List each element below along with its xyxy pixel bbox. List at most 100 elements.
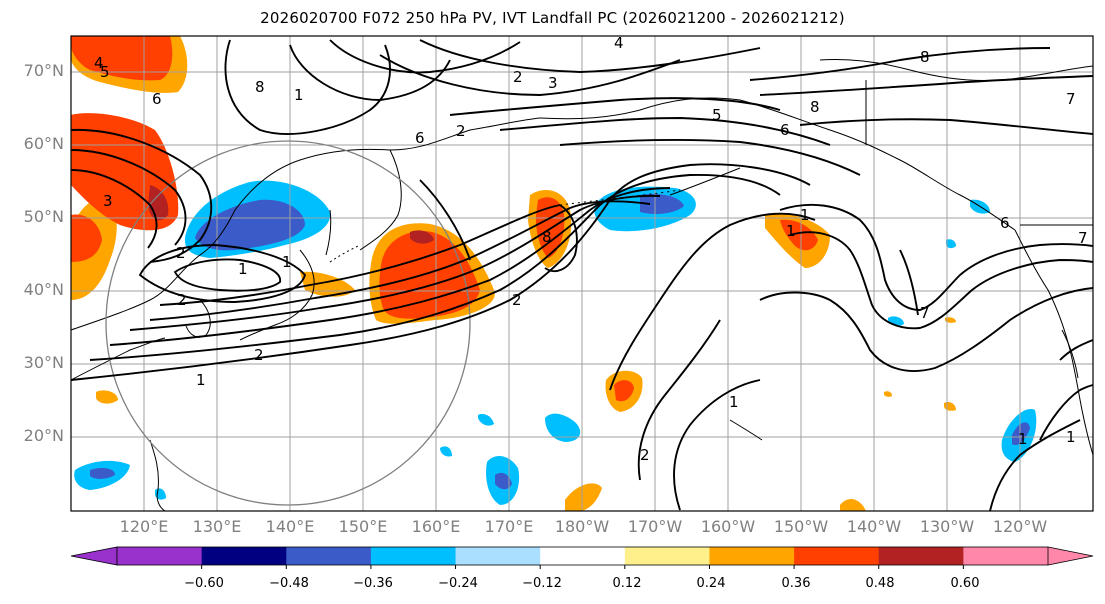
lat-label: 20°N (23, 426, 64, 445)
contour-north-2 (71, 149, 187, 246)
lon-label: 150°W (773, 517, 829, 536)
pv-shade-darkred-central (410, 230, 434, 244)
colorbar-tick-label: −0.60 (184, 576, 224, 591)
pv-shade-blue-south1 (545, 413, 581, 442)
lon-label: 160°W (700, 517, 756, 536)
pv-shade-red-mid (535, 197, 565, 258)
plot-title: 2026020700 F072 250 hPa PV, IVT Landfall… (260, 9, 845, 27)
contour-label: 2 (176, 244, 186, 262)
coast-alaska (539, 97, 1016, 231)
coast-sakhalin (325, 209, 332, 256)
colorbar-segment (540, 547, 626, 565)
contour-label: 1 (729, 393, 739, 411)
colorbar-segment (709, 547, 795, 565)
colorbar-segment (794, 547, 880, 565)
contour-label: 1 (294, 86, 304, 104)
colorbar-segment (963, 547, 1049, 565)
pv-shade-blue-south2-core (495, 472, 512, 490)
contour-se-2 (989, 419, 1081, 511)
contour-label: 5 (100, 63, 110, 81)
contour-label: 6 (152, 90, 162, 108)
contour-label: 1 (1066, 428, 1076, 446)
shading-layer (71, 36, 1037, 511)
colorbar (70, 546, 1094, 569)
colorbar-tick-label: 0.24 (696, 576, 726, 591)
contour-north-3 (71, 169, 158, 249)
coast-hawaii (729, 419, 763, 441)
contour-jet-4 (129, 194, 661, 331)
colorbar-extend-min (70, 546, 118, 566)
pv-shade-orange-small3 (945, 317, 956, 323)
colorbar-segment (117, 547, 203, 565)
pv-shade-blue-se-core (1012, 422, 1030, 446)
colorbar-tick-label: 0.12 (612, 576, 642, 591)
coast-baja (1061, 329, 1079, 379)
contour-label: 8 (810, 98, 820, 116)
contour-top-2 (289, 44, 451, 101)
coastlines (71, 59, 1093, 511)
contour-top-8 (559, 138, 861, 176)
colorbar-segment (286, 547, 372, 565)
colorbar-segment (624, 547, 710, 565)
pv-shade-blue-small1 (478, 414, 494, 426)
contour-label: 1 (196, 371, 206, 389)
lon-label: 180°W (554, 517, 610, 536)
pv-shade-red-left (71, 214, 102, 262)
lat-label: 40°N (23, 280, 64, 299)
pv-shade-orange-small1 (96, 390, 118, 404)
pv-shade-blue-west-core (195, 199, 305, 251)
pv-shade-red-south1 (614, 380, 634, 402)
lon-label: 160°E (411, 517, 461, 536)
pv-shade-orange-south3 (840, 499, 866, 511)
contour-jet-1 (71, 163, 811, 381)
contour-label: 2 (456, 122, 466, 140)
graticule (71, 36, 1093, 511)
lon-label: 130°E (192, 517, 242, 536)
lat-label: 30°N (23, 353, 64, 372)
contour-east-3 (759, 287, 1093, 372)
contour-jet-6 (159, 204, 561, 306)
contour-low-3 (673, 379, 761, 511)
lon-label: 170°W (627, 517, 683, 536)
contour-label: 8 (542, 228, 552, 246)
colorbar-tick-label: 0.60 (950, 576, 980, 591)
contour-east-2 (789, 231, 1093, 330)
pv-shade-red-topleft (71, 36, 173, 81)
colorbar-segment (878, 547, 964, 565)
map-panel (71, 36, 1093, 511)
radius-circle (105, 140, 471, 506)
contour-label: 1 (786, 222, 796, 240)
lat-label: 60°N (23, 134, 64, 153)
pv-shade-orange-small4 (884, 391, 892, 397)
lon-label: 130°W (919, 517, 975, 536)
lon-label: 120°E (119, 517, 169, 536)
contour-top-4 (379, 54, 681, 96)
contour-label: 8 (920, 48, 930, 66)
pv-shade-blue-mid-core (640, 194, 684, 214)
contour-loop-2 (173, 258, 281, 292)
contour-ne-3 (799, 118, 1093, 135)
contour-jet-2 (89, 173, 781, 361)
coast-alaska-pen (669, 167, 741, 196)
contour-label: 1 (282, 253, 292, 271)
contour-label: 4 (614, 34, 624, 52)
contour-top-7 (499, 117, 831, 146)
contour-top-5 (419, 39, 761, 73)
contour-label: 6 (780, 121, 790, 139)
contour-label: 7 (920, 304, 930, 322)
contour-label: 2 (254, 346, 264, 364)
contour-loop-1 (138, 244, 307, 303)
lat-label: 70°N (23, 61, 64, 80)
contour-label: 3 (548, 74, 558, 92)
colorbar-segment (455, 547, 541, 565)
coast-na-west (1014, 229, 1093, 456)
contour-label: 8 (255, 78, 265, 96)
contour-label: 1 (238, 260, 248, 278)
coast-asia (71, 117, 541, 331)
contour-center-1 (544, 204, 578, 272)
contour-label: 2 (513, 68, 523, 86)
contour-label: 4 (94, 54, 104, 72)
pv-shade-red-central (379, 231, 480, 319)
contour-label: 7 (1078, 229, 1088, 247)
contour-se-3 (1059, 339, 1093, 361)
